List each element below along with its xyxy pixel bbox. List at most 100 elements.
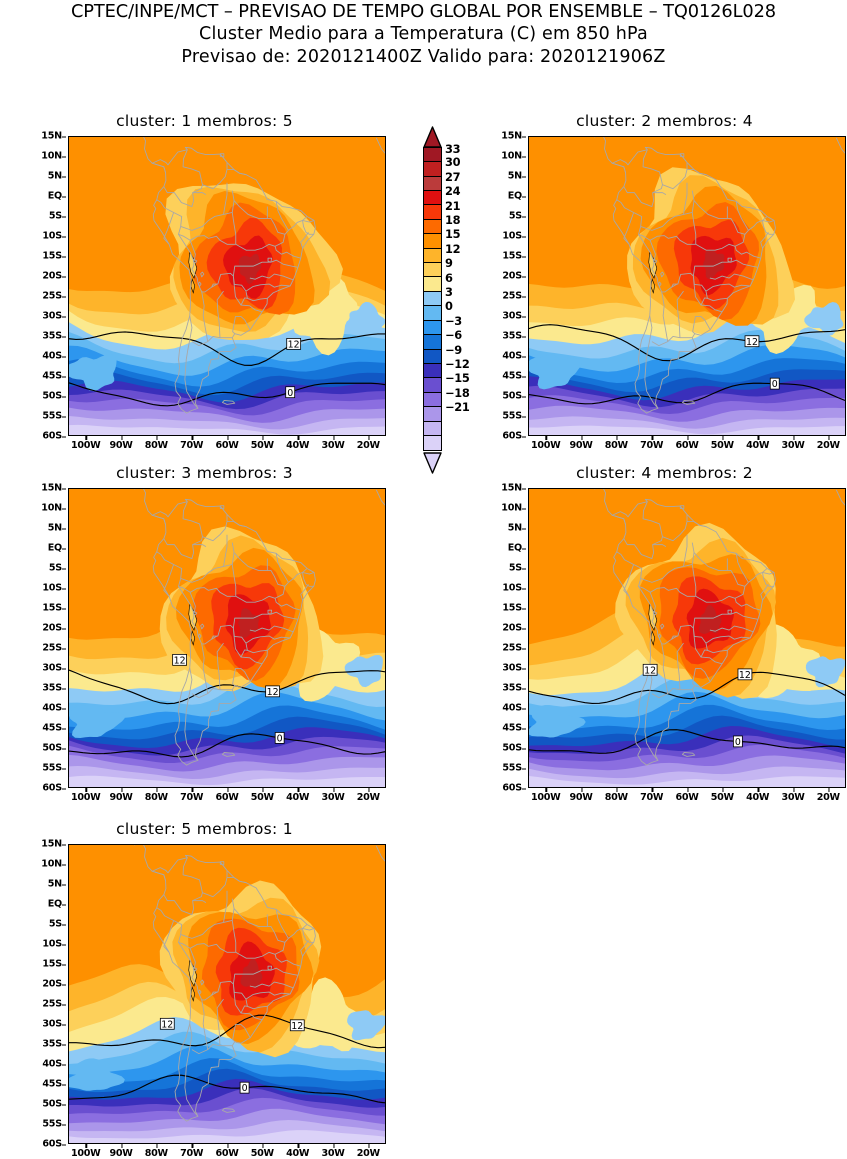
cluster-panel-3: cluster: 3 membros: 3 12 0 12 15N 10N 5N EQ 5S 10… <box>22 464 387 803</box>
colorbar-tick-label: 27 <box>445 169 461 184</box>
x-axis-tick-label: 70W <box>180 1144 203 1159</box>
colorbar-swatch <box>423 290 442 307</box>
colorbar-tick-label: 6 <box>445 270 453 285</box>
x-axis-tick-label: 100W <box>71 1144 101 1159</box>
colorbar-tick-label: 15 <box>445 227 461 242</box>
x-axis-tick-label: 70W <box>640 436 663 451</box>
y-axis-tick-label: 50S <box>42 1099 66 1110</box>
cluster-panel-5: cluster: 5 membros: 1 12 0 12 15N 10N 5N EQ 5S 10… <box>22 820 387 1159</box>
colorbar-tick-label: −12 <box>445 356 470 371</box>
y-axis-tick-label: 30S <box>42 311 66 322</box>
y-axis-tick-label: 25S <box>42 291 66 302</box>
y-axis-tick-label: 50S <box>42 391 66 402</box>
y-axis-tick-label: 55S <box>42 763 66 774</box>
x-axis-tick-label: 80W <box>605 436 628 451</box>
cluster-panel-4: cluster: 4 membros: 2 12 0 12 15N 10N 5N EQ 5S 10… <box>482 464 847 803</box>
x-axis-tick-label: 40W <box>746 788 769 803</box>
y-axis-tick-label: 5N <box>508 171 526 182</box>
y-axis-tick-label: 45S <box>42 723 66 734</box>
colorbar-swatch <box>423 377 442 393</box>
y-axis-tick-label: 15S <box>502 603 526 614</box>
y-axis-tick-label: 40S <box>42 703 66 714</box>
x-axis-tick-label: 90W <box>569 436 593 451</box>
svg-text:12: 12 <box>267 687 279 698</box>
y-axis-tick-label: 60S <box>42 431 66 442</box>
y-axis-tick-label: 55S <box>42 1119 66 1130</box>
svg-text:12: 12 <box>174 655 186 666</box>
x-axis-tick-label: 100W <box>71 788 101 803</box>
y-axis-tick-label: 10N <box>41 151 66 162</box>
svg-text:12: 12 <box>746 337 758 348</box>
y-axis-tick-label: 30S <box>502 311 526 322</box>
colorbar-swatch <box>423 348 442 365</box>
colorbar-tick-label: −21 <box>445 400 470 415</box>
y-axis-tick-label: 20S <box>502 271 526 282</box>
y-axis-tick-label: 15S <box>42 251 66 262</box>
x-axis-tick-label: 90W <box>109 436 133 451</box>
y-axis-tick-label: EQ <box>48 191 66 202</box>
colorbar-bottom-arrow <box>423 451 442 474</box>
x-axis-tick-label: 60W <box>675 788 699 803</box>
y-axis-tick-label: 40S <box>42 1059 66 1070</box>
x-axis-tick-label: 50W <box>711 788 734 803</box>
temperature-map-cluster-1: 12 0 <box>68 136 386 436</box>
colorbar-tick-label: 30 <box>445 155 461 170</box>
y-axis-tick-label: 15S <box>42 603 66 614</box>
header-line-2: Cluster Medio para a Temperatura (C) em … <box>199 24 648 45</box>
x-axis-tick-label: 90W <box>569 788 593 803</box>
y-axis-tick-label: 5S <box>49 563 66 574</box>
y-axis-tick-label: 25S <box>42 643 66 654</box>
x-axis-tick-label: 100W <box>531 436 561 451</box>
y-axis-tick-label: 5N <box>48 171 66 182</box>
x-axis-tick-label: 100W <box>71 436 101 451</box>
y-axis-tick-label: 35S <box>42 1039 66 1050</box>
x-axis-tick-label: 50W <box>251 436 274 451</box>
y-axis-tick-label: 40S <box>502 703 526 714</box>
x-axis-tick-label: 20W <box>817 436 840 451</box>
colorbar-tick-label: −15 <box>445 371 470 386</box>
y-axis-tick-label: 10S <box>42 939 66 950</box>
colorbar-tick-label: 12 <box>445 241 461 256</box>
y-axis-tick-label: 20S <box>42 623 66 634</box>
y-axis-tick-label: 35S <box>502 331 526 342</box>
y-axis-tick-label: 15N <box>501 131 526 142</box>
colorbar-swatch <box>423 334 442 350</box>
x-axis-tick-label: 30W <box>321 1144 345 1159</box>
x-axis-tick-label: 80W <box>145 1144 168 1159</box>
x-axis-tick-label: 80W <box>145 436 168 451</box>
y-axis-tick-label: 50S <box>502 743 526 754</box>
colorbar-swatch <box>423 190 442 206</box>
x-axis-tick-label: 90W <box>109 788 133 803</box>
y-axis-tick-label: 15N <box>41 839 66 850</box>
colorbar: 33 30 27 24 21 18 15 12 9 6 3 0 −3 −6 −9 −12 −15 −18 −21 <box>418 126 480 474</box>
colorbar-swatch <box>423 406 442 422</box>
y-axis-tick-label: 25S <box>502 291 526 302</box>
x-axis-tick-label: 80W <box>605 788 628 803</box>
y-axis-tick-label: 45S <box>502 371 526 382</box>
y-axis-tick-label: 15N <box>501 483 526 494</box>
plot-area-cluster-1: 12 0 15N 10N 5N EQ 5S 10S 15S 20S 25S 30S 35S 40S 45S 5… <box>41 131 386 451</box>
x-axis-tick-label: 60W <box>215 788 239 803</box>
x-axis-tick-label: 100W <box>531 788 561 803</box>
colorbar-tick-label: 9 <box>445 256 453 271</box>
panel-title-cluster-3: cluster: 3 membros: 3 <box>116 464 293 482</box>
svg-text:0: 0 <box>735 737 741 748</box>
y-axis-tick-label: 30S <box>42 663 66 674</box>
colorbar-swatch <box>423 362 442 379</box>
colorbar-swatch <box>423 146 442 163</box>
y-axis-tick-label: 10N <box>41 859 66 870</box>
x-axis-tick-label: 60W <box>215 1144 239 1159</box>
colorbar-swatch <box>423 305 442 321</box>
y-axis-tick-label: EQ <box>48 899 66 910</box>
y-axis-tick-label: 10S <box>502 231 526 242</box>
cluster-panel-1: cluster: 1 membros: 5 12 0 15N 10N 5N EQ 5S 10S 1… <box>22 112 387 451</box>
x-axis-tick-label: 70W <box>640 788 663 803</box>
panel-title-cluster-5: cluster: 5 membros: 1 <box>116 820 293 838</box>
y-axis-tick-label: 15S <box>502 251 526 262</box>
y-axis-tick-label: 20S <box>42 979 66 990</box>
y-axis-tick-label: 10N <box>501 503 526 514</box>
y-axis-tick-label: 50S <box>502 391 526 402</box>
x-axis-tick-label: 80W <box>145 788 168 803</box>
y-axis-tick-label: 25S <box>42 999 66 1010</box>
y-axis-tick-label: 55S <box>42 411 66 422</box>
